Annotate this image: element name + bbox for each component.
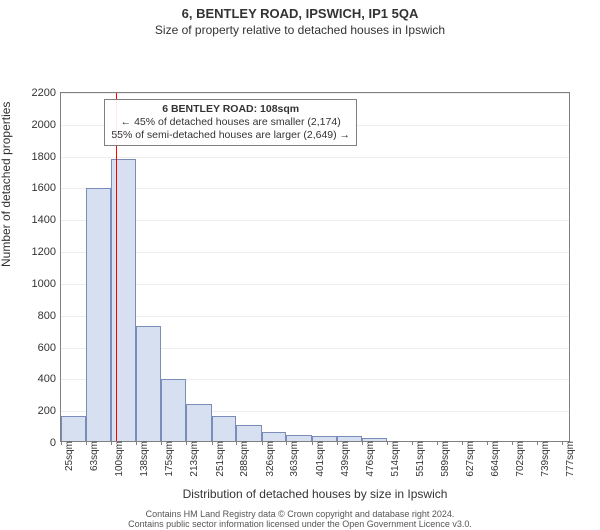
xtick-label: 627sqm (462, 441, 476, 477)
gridline-h (61, 284, 569, 285)
xtick-label: 63sqm (86, 441, 100, 471)
histogram-bar (111, 159, 136, 441)
xtick-label: 100sqm (111, 441, 125, 477)
xtick-label: 702sqm (512, 441, 526, 477)
ytick-label: 1200 (32, 246, 61, 258)
chart-sub-title: Size of property relative to detached ho… (0, 21, 600, 37)
xtick-label: 401sqm (312, 441, 326, 477)
xtick-label: 739sqm (537, 441, 551, 477)
xtick-label: 138sqm (136, 441, 150, 477)
ytick-label: 800 (38, 310, 61, 322)
histogram-bar (236, 425, 261, 441)
ytick-label: 1000 (32, 278, 61, 290)
xtick-label: 551sqm (412, 441, 426, 477)
footnote: Contains HM Land Registry data © Crown c… (0, 509, 600, 530)
xtick-label: 476sqm (362, 441, 376, 477)
histogram-bar (262, 432, 287, 441)
footnote-line1: Contains HM Land Registry data © Crown c… (0, 509, 600, 519)
ytick-label: 2000 (32, 119, 61, 131)
xtick-label: 514sqm (387, 441, 401, 477)
gridline-h (61, 316, 569, 317)
xtick-label: 326sqm (262, 441, 276, 477)
chart-super-title: 6, BENTLEY ROAD, IPSWICH, IP1 5QA (0, 0, 600, 21)
histogram-bar (212, 416, 237, 441)
xtick-label: 363sqm (286, 441, 300, 477)
gridline-h (61, 252, 569, 253)
gridline-h (61, 157, 569, 158)
xtick-label: 175sqm (161, 441, 175, 477)
annotation-line3: 55% of semi-detached houses are larger (… (111, 129, 350, 142)
xtick-label: 288sqm (236, 441, 250, 477)
annotation-line1: 6 BENTLEY ROAD: 108sqm (111, 103, 350, 116)
xtick-label: 589sqm (437, 441, 451, 477)
xtick-label: 251sqm (212, 441, 226, 477)
xtick-label: 664sqm (487, 441, 501, 477)
xtick-label: 213sqm (186, 441, 200, 477)
gridline-h (61, 93, 569, 94)
xtick-label: 439sqm (337, 441, 351, 477)
histogram-bar (136, 326, 161, 441)
annotation-line2: ← 45% of detached houses are smaller (2,… (111, 116, 350, 129)
x-axis-label: Distribution of detached houses by size … (60, 487, 570, 501)
ytick-label: 1400 (32, 214, 61, 226)
annotation-box: 6 BENTLEY ROAD: 108sqm← 45% of detached … (104, 99, 357, 146)
histogram-bar (86, 188, 111, 441)
histogram-bar (186, 404, 211, 441)
xtick-label: 777sqm (562, 441, 576, 477)
plot-area: 0200400600800100012001400160018002000220… (60, 92, 570, 442)
ytick-label: 200 (38, 405, 61, 417)
histogram-bar (61, 416, 86, 441)
ytick-label: 1600 (32, 182, 61, 194)
gridline-h (61, 220, 569, 221)
ytick-label: 1800 (32, 151, 61, 163)
ytick-label: 400 (38, 373, 61, 385)
ytick-label: 2200 (32, 87, 61, 99)
xtick-label: 25sqm (61, 441, 75, 471)
histogram-bar (161, 379, 186, 441)
y-axis-label: Number of detached properties (0, 102, 13, 267)
ytick-label: 0 (50, 437, 61, 449)
ytick-label: 600 (38, 342, 61, 354)
gridline-h (61, 188, 569, 189)
footnote-line2: Contains public sector information licen… (0, 519, 600, 529)
